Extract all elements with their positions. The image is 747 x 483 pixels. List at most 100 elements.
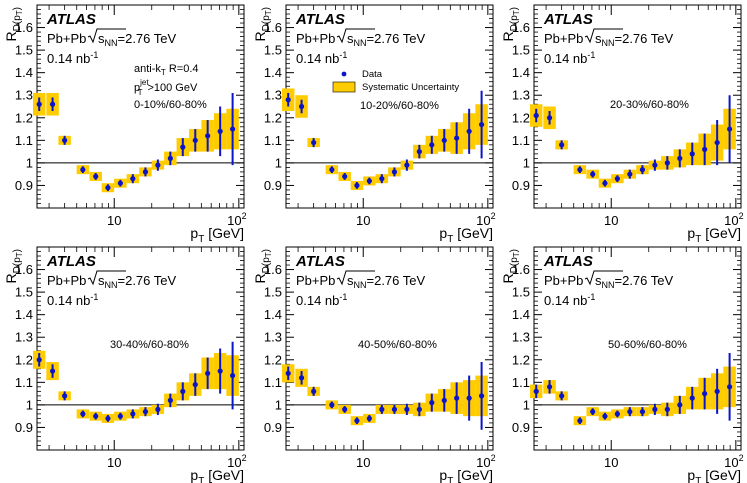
data-point [429, 142, 435, 148]
data-point [602, 413, 608, 419]
atlas-text: ATLAS [295, 253, 345, 270]
data-point [93, 173, 99, 180]
data-point [205, 370, 211, 376]
atlas-label: ATLAS [46, 253, 96, 270]
energy-text: =2.76 TeV [118, 31, 177, 46]
data-point [49, 101, 56, 107]
data-point [702, 391, 708, 397]
data-point [454, 395, 460, 401]
system-label: Pb+Pb [544, 273, 583, 288]
data-point [652, 406, 658, 412]
y-tick-label: 1.5 [15, 285, 33, 300]
data-point [354, 182, 360, 189]
data-point [80, 167, 86, 173]
x-axis-unit: [GeV] [453, 225, 493, 241]
energy-label: sNN=2.76 TeV [98, 31, 177, 48]
x-axis-sub: T [695, 234, 701, 245]
jet-pt-sup: jet [139, 78, 149, 87]
y-axis-subsub: T [264, 10, 273, 15]
data-point [80, 411, 86, 417]
atlas-text: ATLAS [543, 11, 593, 28]
y-tick-label: 1.5 [512, 285, 530, 300]
centrality-label: 30-40%/60-80% [110, 339, 189, 351]
legend-sys-swatch [332, 81, 356, 93]
y-tick-label: 1 [275, 397, 282, 412]
luminosity-label: 0.14 nb-1 [544, 50, 595, 66]
luminosity-label: 0.14 nb-1 [296, 50, 347, 66]
y-tick-label: 1.2 [15, 352, 33, 367]
data-point [577, 418, 583, 424]
system-text: Pb+Pb [47, 273, 86, 288]
x-axis-unit: [GeV] [204, 225, 244, 241]
energy-label: sNN=2.76 TeV [347, 31, 426, 48]
data-point [652, 162, 658, 168]
energy-text: =2.76 TeV [367, 31, 426, 46]
data-point [429, 400, 435, 406]
x-axis-title: pT [GeV] [439, 225, 493, 245]
x-axis-title: pT [GeV] [439, 467, 493, 483]
luminosity-label: 0.14 nb-1 [47, 50, 98, 66]
atlas-text: ATLAS [46, 11, 96, 28]
x-tick-label: 10 [107, 213, 121, 228]
system-text: Pb+Pb [47, 31, 86, 46]
y-tick-label: 1.6 [512, 262, 530, 277]
x-axis-title: pT [GeV] [687, 225, 741, 245]
jet-radius-text: R=0.4 [166, 63, 199, 75]
data-point [559, 142, 565, 148]
legend-sys-label: Systematic Uncertainty [362, 82, 459, 93]
y-tick-label: 0.9 [512, 420, 530, 435]
data-point [285, 97, 291, 103]
y-tick-label: 0.9 [15, 420, 33, 435]
data-point [36, 101, 42, 107]
x-axis-main: p [190, 225, 198, 241]
data-point [404, 162, 410, 168]
data-point [167, 397, 173, 403]
y-tick-label: 1.6 [15, 262, 33, 277]
energy-text: =2.76 TeV [615, 31, 674, 46]
energy-sub: NN [105, 280, 118, 290]
data-point [590, 409, 596, 415]
luminosity-text: 0.14 nb [47, 293, 90, 308]
centrality-label: 20-30%/60-80% [610, 99, 689, 111]
y-tick-label: 1.1 [15, 133, 33, 148]
energy-text: =2.76 TeV [118, 273, 177, 288]
y-tick-label: 1.5 [264, 43, 282, 58]
energy-text: =2.76 TeV [367, 273, 426, 288]
data-point [155, 162, 161, 168]
data-point [577, 167, 583, 173]
y-tick-label: 1.5 [512, 43, 530, 58]
y-axis-main: R [252, 273, 268, 283]
x-tick-label: 10 [604, 455, 618, 470]
y-tick-label: 1 [26, 155, 33, 170]
data-point [311, 139, 317, 146]
data-point [416, 149, 422, 155]
y-axis-title: RD(pT) [3, 7, 24, 41]
data-point [93, 413, 99, 419]
data-point [329, 167, 335, 173]
data-point [366, 415, 372, 422]
luminosity-sup: -1 [587, 50, 595, 60]
data-point [49, 368, 56, 374]
y-axis-main: R [3, 273, 19, 283]
luminosity-text: 0.14 nb [544, 51, 587, 66]
atlas-label: ATLAS [295, 253, 345, 270]
legend-data-marker [341, 71, 347, 77]
jet-pt-label: pjet T >100 GeV [134, 78, 198, 97]
data-point [590, 171, 596, 177]
y-axis-title: RD(pT) [252, 249, 273, 283]
sqrt-symbol [87, 28, 126, 44]
y-tick-label: 1.4 [264, 65, 282, 80]
data-point [478, 393, 485, 399]
x-axis-main: p [687, 467, 695, 483]
luminosity-sup: -1 [587, 292, 595, 302]
y-tick-label: 1 [26, 397, 33, 412]
y-tick-label: 1.5 [264, 285, 282, 300]
y-tick-label: 1 [275, 155, 282, 170]
system-label: Pb+Pb [47, 31, 86, 46]
y-tick-label: 1.3 [512, 330, 530, 345]
y-axis-subsub: T [15, 252, 24, 257]
data-point [105, 415, 111, 422]
